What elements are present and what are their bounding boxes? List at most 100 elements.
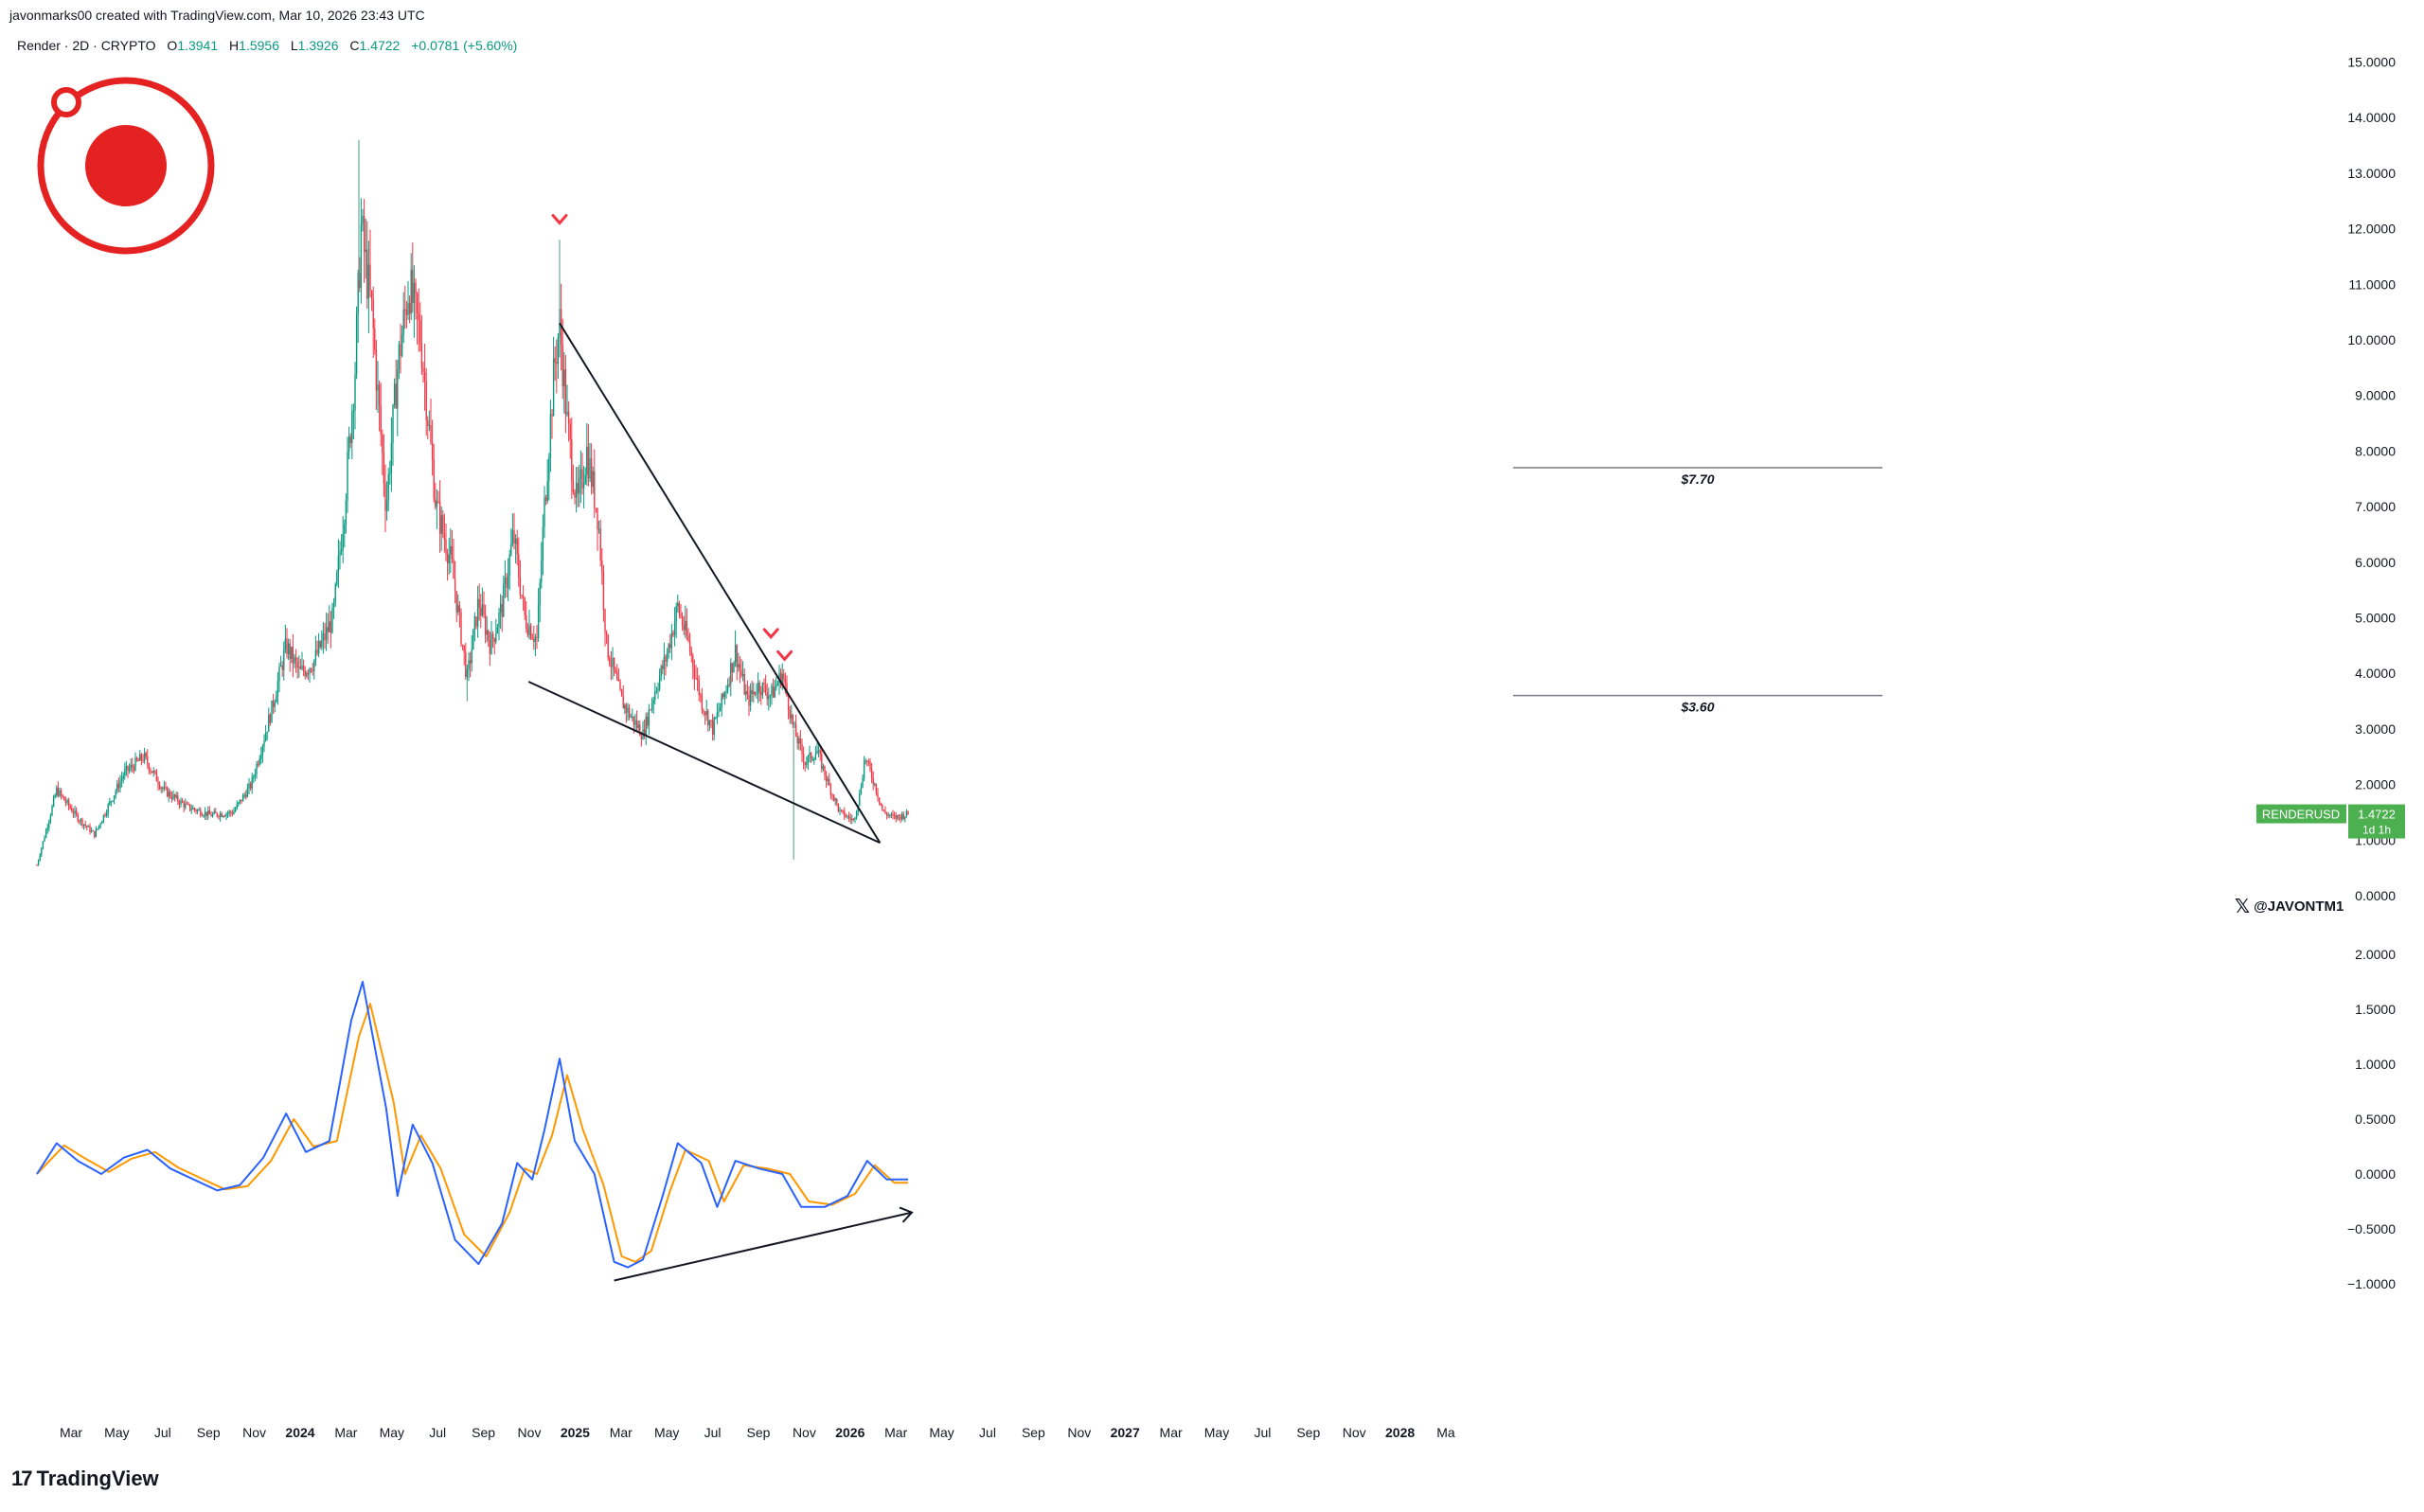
candle	[363, 199, 365, 283]
candle	[119, 774, 121, 793]
candle	[904, 816, 906, 823]
candle-body	[845, 816, 847, 818]
time-tick-label: Jul	[979, 1425, 996, 1440]
candle-body	[461, 644, 464, 646]
candle	[69, 803, 71, 810]
candle-body	[832, 794, 835, 801]
candle-body	[740, 669, 742, 676]
candle	[874, 782, 876, 787]
candle	[251, 773, 253, 794]
candle-body	[107, 804, 109, 813]
candle	[728, 676, 730, 688]
candle-body	[266, 731, 268, 734]
candle-body	[37, 860, 40, 865]
candle	[902, 811, 904, 821]
candle-body	[460, 612, 462, 645]
candle	[490, 621, 492, 655]
candle-body	[329, 621, 330, 632]
candle-body	[453, 559, 454, 579]
candle-body	[504, 578, 507, 584]
candle	[263, 734, 265, 753]
candle	[384, 464, 386, 533]
candle	[648, 703, 651, 736]
candle-body	[862, 778, 864, 788]
macd-axis[interactable]: 2.0000 1.5000 1.0000 0.5000 0.0000 −0.5000 −1.…	[2347, 947, 2396, 1291]
candle-body	[839, 809, 841, 811]
candle	[642, 720, 644, 740]
candle	[416, 292, 419, 345]
candle	[132, 757, 134, 773]
candle	[657, 682, 659, 700]
time-axis[interactable]: Mar May Jul Sep Nov 2024 Mar May Jul Sep Nov 2025 Ma…	[60, 1425, 1455, 1440]
time-tick-label: May	[380, 1425, 404, 1440]
candle	[533, 626, 535, 650]
candle	[802, 746, 805, 770]
candle	[387, 468, 389, 512]
candle-body	[450, 545, 452, 555]
close-label: C	[349, 38, 360, 53]
candle-body	[469, 660, 472, 664]
candle-body	[127, 766, 129, 772]
candle	[605, 630, 608, 645]
candle-body	[481, 604, 484, 616]
candle-body	[662, 666, 664, 669]
candle	[101, 820, 103, 825]
candle	[246, 783, 249, 798]
candle-body	[860, 787, 863, 794]
candle-body	[334, 584, 336, 603]
candle-body	[701, 696, 704, 711]
symbol-name[interactable]: Render · 2D · CRYPTO	[17, 38, 156, 53]
candle	[862, 774, 864, 789]
tradingview-brand[interactable]: 17 TradingView	[11, 1467, 159, 1491]
candle-body	[276, 681, 279, 697]
candle	[869, 758, 871, 773]
candle	[314, 635, 317, 667]
candle	[145, 751, 147, 760]
price-tick-label: 12.0000	[2347, 222, 2396, 237]
candle-body	[761, 683, 764, 696]
candle-body	[166, 787, 169, 797]
candle	[89, 823, 91, 835]
candle	[521, 594, 523, 599]
candle-body	[495, 633, 497, 643]
candle-body	[602, 571, 605, 610]
candle	[723, 690, 726, 705]
candle	[128, 763, 131, 774]
candle	[817, 744, 820, 757]
candle	[745, 684, 747, 703]
candle-body	[445, 539, 447, 555]
candle-body	[251, 777, 253, 789]
candle	[284, 624, 287, 654]
candle	[829, 783, 832, 799]
candle	[431, 419, 434, 476]
candle	[900, 811, 903, 822]
candle	[704, 711, 706, 725]
candle	[301, 651, 303, 671]
candle	[501, 595, 503, 632]
candle-body	[140, 754, 143, 760]
candle	[39, 852, 41, 862]
candle-body	[499, 603, 502, 613]
candle-body	[536, 636, 538, 638]
candle-body	[365, 249, 366, 253]
price-axis[interactable]: 15.0000 14.0000 13.0000 12.0000 11.0000 10.00…	[2347, 55, 2396, 904]
candle	[519, 560, 522, 599]
target-levels: $7.70 $3.60	[1513, 467, 1882, 715]
candle	[213, 808, 215, 815]
candle	[796, 732, 798, 750]
candle-body	[794, 723, 797, 738]
candle-body	[870, 769, 873, 779]
candle-body	[393, 383, 396, 405]
candle	[155, 768, 158, 782]
candle	[372, 286, 374, 358]
time-tick-label: Nov	[242, 1425, 266, 1440]
candle-body	[683, 625, 685, 631]
candle-body	[419, 320, 421, 345]
candle-body	[354, 374, 356, 411]
candle-body	[687, 635, 689, 641]
candle-body	[313, 660, 315, 672]
candle-body	[584, 474, 586, 484]
candle	[499, 594, 502, 630]
candle-body	[491, 633, 494, 639]
